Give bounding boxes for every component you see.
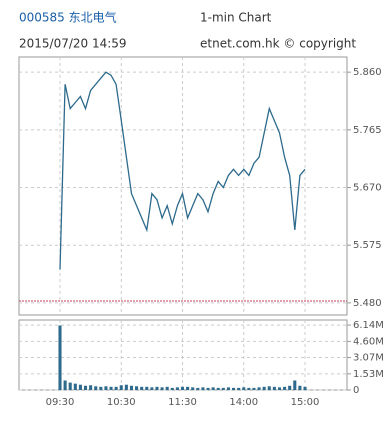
volume-bar xyxy=(191,387,195,390)
volume-panel xyxy=(18,319,348,391)
volume-bar xyxy=(160,387,164,390)
volume-bar xyxy=(165,386,169,390)
volume-bar xyxy=(180,386,185,390)
volume-bar xyxy=(257,387,261,390)
volume-bar xyxy=(124,384,128,390)
x-tick-label: 10:30 xyxy=(107,397,136,408)
source: etnet.com.hk © copyright xyxy=(200,37,356,51)
volume-bar xyxy=(99,386,103,390)
x-tick-label: 15:00 xyxy=(291,397,320,408)
y-tick-label: 4.60M xyxy=(353,336,384,347)
volume-bar xyxy=(216,387,220,390)
volume-bar xyxy=(272,386,276,390)
volume-bar xyxy=(252,387,256,390)
volume-bar xyxy=(89,385,93,390)
volume-bar xyxy=(186,386,190,390)
volume-bar xyxy=(293,380,297,390)
volume-bar xyxy=(73,383,77,390)
volume-bar xyxy=(58,325,62,390)
volume-bar xyxy=(237,387,241,390)
price-line xyxy=(59,71,306,270)
x-tick-label: 11:30 xyxy=(168,397,197,408)
volume-bar xyxy=(247,387,251,390)
x-tick-label: 09:30 xyxy=(46,397,75,408)
y-tick-label: 3.07M xyxy=(353,353,384,364)
volume-bar xyxy=(119,385,123,390)
volume-bar xyxy=(277,387,282,390)
volume-bar xyxy=(232,387,236,390)
volume-bar xyxy=(129,385,133,390)
volume-bar xyxy=(155,386,159,390)
volume-bar xyxy=(170,387,174,390)
volume-bar xyxy=(145,386,149,390)
chart-kind: 1-min Chart xyxy=(200,11,272,25)
y-tick-label: 5.575 xyxy=(353,240,382,251)
volume-bar xyxy=(283,386,287,390)
volume-bar xyxy=(150,387,154,390)
volume-bar xyxy=(140,386,144,390)
timestamp: 2015/07/20 14:59 xyxy=(19,37,127,51)
y-tick-label: 5.670 xyxy=(353,183,382,194)
volume-bar xyxy=(242,387,246,390)
volume-bar xyxy=(303,386,307,390)
volume-bar xyxy=(68,382,72,390)
y-tick-label: 0 xyxy=(353,385,359,396)
volume-bar xyxy=(206,387,210,390)
volume-bar xyxy=(175,387,179,390)
y-tick-label: 1.53M xyxy=(353,369,384,380)
volume-bar xyxy=(267,386,271,390)
volume-bar xyxy=(78,384,82,390)
volume-bar xyxy=(104,386,108,390)
volume-bar xyxy=(114,386,118,390)
volume-bar xyxy=(83,385,88,390)
volume-bar xyxy=(298,385,302,390)
x-tick-label: 14:00 xyxy=(229,397,258,408)
volume-bar xyxy=(135,386,139,390)
volume-bar xyxy=(262,386,266,390)
volume-bar xyxy=(63,380,67,390)
volume-bar xyxy=(196,387,200,390)
stock-code: 000585 东北电气 xyxy=(19,10,117,25)
y-tick-label: 5.480 xyxy=(353,298,382,309)
y-tick-label: 5.860 xyxy=(353,67,382,78)
volume-bar xyxy=(109,386,113,390)
volume-bar xyxy=(211,387,215,390)
volume-bar xyxy=(201,387,205,390)
y-tick-label: 6.14M xyxy=(353,320,384,331)
y-tick-label: 5.765 xyxy=(353,125,382,136)
volume-bar xyxy=(288,385,292,390)
volume-bar xyxy=(94,386,98,390)
volume-bar xyxy=(226,387,230,390)
volume-bar xyxy=(221,387,225,390)
